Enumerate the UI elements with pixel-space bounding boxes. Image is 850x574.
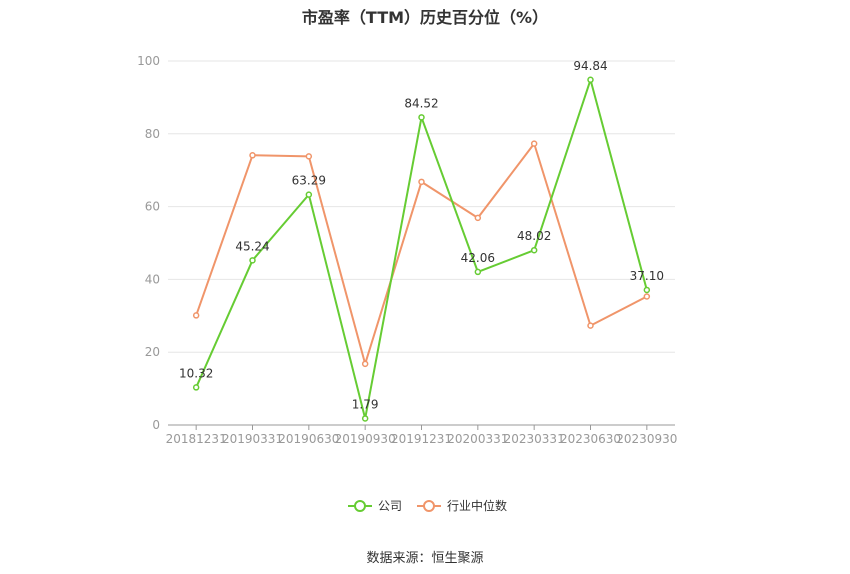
data-labels: 10.32 45.24 63.29 1.79 84.52 42.06 48.02 94.84 3… [179, 59, 664, 412]
data-label: 84.52 [404, 96, 438, 110]
x-tick-label: 20190630 [278, 432, 339, 446]
series-line [195, 142, 648, 365]
data-source: 数据来源：恒生聚源 [366, 551, 484, 566]
data-point [587, 76, 594, 84]
data-point [249, 152, 256, 159]
data-label: 42.06 [461, 251, 495, 265]
y-tick-label: 40 [145, 272, 160, 286]
data-point [530, 246, 538, 254]
data-point [305, 191, 313, 198]
data-label: 37.10 [630, 269, 664, 283]
y-tick-label: 80 [145, 127, 160, 141]
y-tick-label: 20 [145, 345, 160, 359]
data-point [418, 114, 425, 121]
x-tick-label: 20230331 [504, 432, 565, 446]
x-tick-label: 20190331 [222, 432, 283, 446]
legend-item[interactable]: 公司 [348, 499, 402, 513]
data-label: 10.32 [179, 366, 213, 380]
x-tick-label: 20230930 [616, 432, 677, 446]
data-label: 48.02 [517, 229, 551, 243]
data-point [249, 257, 256, 264]
data-point [643, 286, 651, 294]
legend-marker [423, 500, 435, 512]
x-tick-label: 20191231 [391, 432, 452, 446]
data-point [530, 140, 538, 147]
x-tick-label: 20230630 [560, 432, 621, 446]
data-label: 45.24 [235, 239, 269, 253]
x-tick-label: 20181231 [166, 432, 227, 446]
data-point [192, 312, 200, 319]
chart-title: 市盈率（TTM）历史百分位（%） [301, 8, 549, 27]
legend-item[interactable]: 行业中位数 [417, 498, 507, 513]
legend-marker [354, 500, 366, 512]
data-point [587, 322, 594, 329]
grid-lines [168, 60, 675, 353]
legend: 公司 行业中位数 [348, 498, 507, 513]
data-point [192, 384, 200, 391]
data-point [361, 360, 369, 368]
data-point [305, 153, 313, 160]
data-point [361, 415, 369, 422]
data-point [474, 214, 482, 222]
data-label: 94.84 [573, 59, 607, 73]
legend-label: 公司 [378, 499, 402, 513]
y-tick-label: 60 [145, 200, 160, 214]
x-tick-label: 20190930 [335, 432, 396, 446]
series-lines [192, 76, 651, 422]
x-tick-label: 20200331 [447, 432, 508, 446]
axes: 0204060801002018123120190331201906302019… [137, 54, 677, 446]
y-tick-label: 100 [137, 54, 160, 68]
y-tick-label: 0 [152, 418, 160, 432]
legend-label: 行业中位数 [447, 498, 507, 513]
data-point [474, 268, 482, 276]
data-label: 63.29 [292, 174, 326, 188]
data-point [643, 293, 651, 300]
data-point [418, 178, 425, 186]
data-label: 1.79 [352, 397, 379, 411]
